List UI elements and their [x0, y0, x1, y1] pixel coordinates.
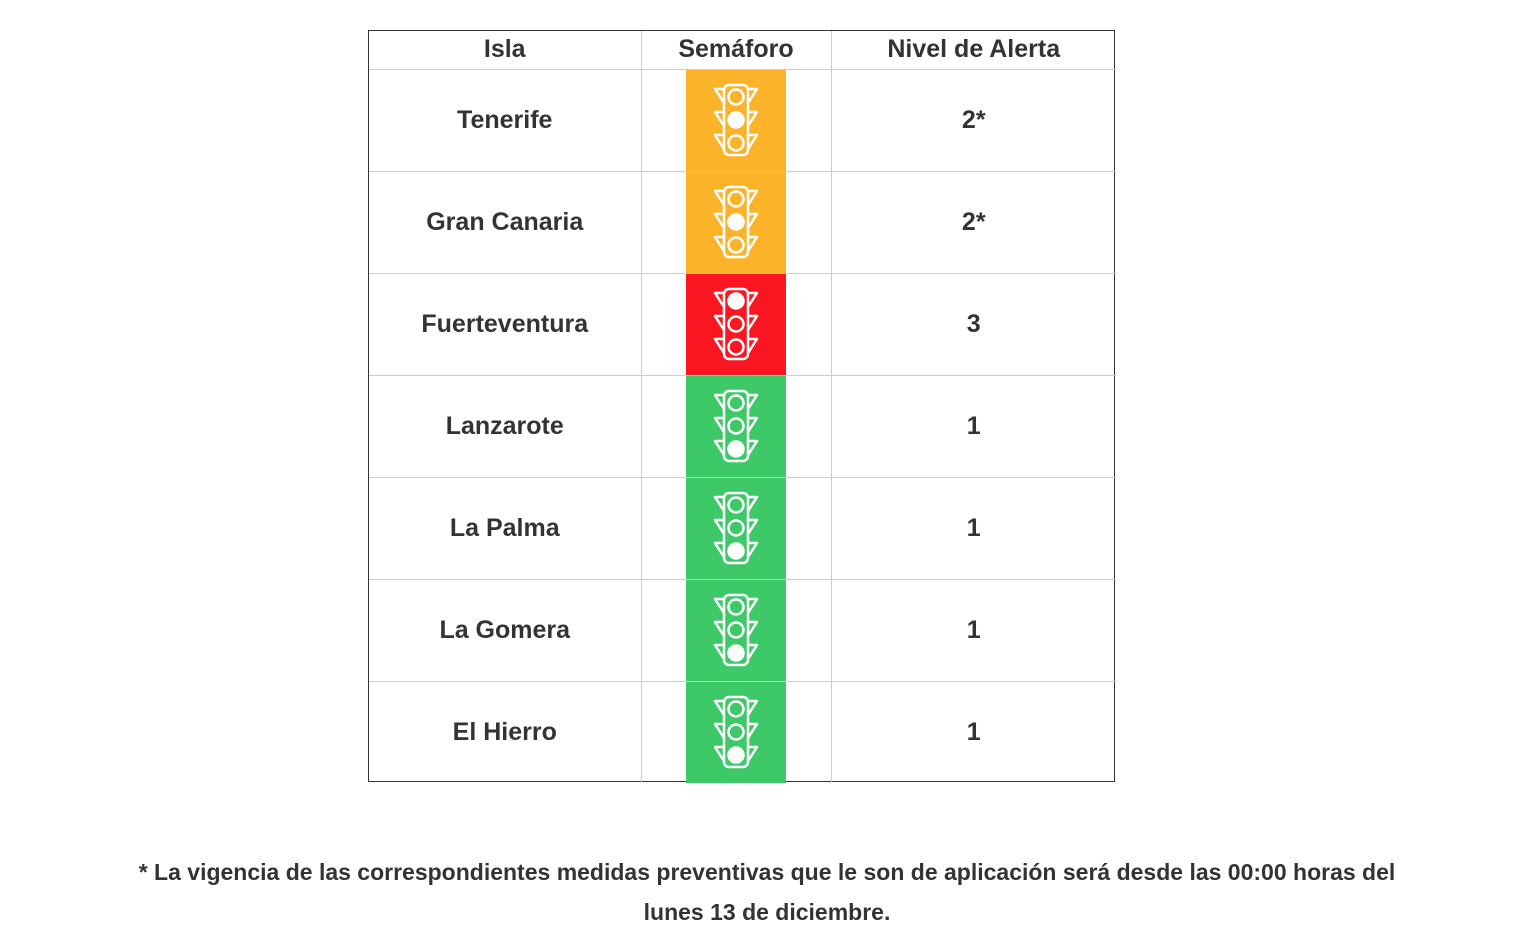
table-row: Fuerteventura 3: [369, 272, 1116, 376]
isla-cell: Tenerife: [369, 68, 642, 172]
nivel-alerta-cell: 1: [830, 476, 1116, 580]
traffic-light-icon: [713, 389, 759, 463]
semaforo-rojo-box: [686, 273, 786, 375]
semaforo-cell: [640, 170, 832, 274]
semaforo-cell: [640, 680, 832, 783]
table-row: El Hierro 1: [369, 680, 1116, 783]
traffic-light-icon: [713, 491, 759, 565]
semaforo-verde-box: [686, 681, 786, 783]
semaforo-cell: [640, 374, 832, 478]
nivel-alerta-cell: 2*: [830, 68, 1116, 172]
header-semaforo: Semáforo: [640, 31, 832, 70]
isla-cell: La Gomera: [369, 578, 642, 682]
nivel-alerta-cell: 2*: [830, 170, 1116, 274]
nivel-alerta-cell: 3: [830, 272, 1116, 376]
footnote: * La vigencia de las correspondientes me…: [20, 852, 1514, 932]
semaforo-amarillo-box: [686, 69, 786, 171]
isla-cell: El Hierro: [369, 680, 642, 783]
footnote-line-2: lunes 13 de diciembre.: [643, 899, 891, 925]
table-row: Gran Canaria 2*: [369, 170, 1116, 274]
semaforo-cell: [640, 68, 832, 172]
traffic-light-icon: [713, 593, 759, 667]
table-row: La Palma 1: [369, 476, 1116, 580]
footnote-line-1: * La vigencia de las correspondientes me…: [138, 859, 1396, 885]
alert-levels-table-container: Isla Semáforo Nivel de Alerta Tenerife 2*…: [368, 30, 1116, 783]
header-isla: Isla: [369, 31, 642, 70]
table-header-row: Isla Semáforo Nivel de Alerta: [369, 31, 1116, 70]
traffic-light-icon: [713, 695, 759, 769]
semaforo-amarillo-box: [686, 171, 786, 273]
traffic-light-icon: [713, 83, 759, 157]
semaforo-cell: [640, 272, 832, 376]
alert-levels-table: Isla Semáforo Nivel de Alerta Tenerife 2*…: [369, 31, 1116, 783]
semaforo-verde-box: [686, 477, 786, 579]
header-nivel-alerta: Nivel de Alerta: [830, 31, 1116, 70]
isla-cell: Fuerteventura: [369, 272, 642, 376]
nivel-alerta-cell: 1: [830, 578, 1116, 682]
nivel-alerta-cell: 1: [830, 374, 1116, 478]
nivel-alerta-cell: 1: [830, 680, 1116, 783]
isla-cell: Lanzarote: [369, 374, 642, 478]
semaforo-verde-box: [686, 579, 786, 681]
isla-cell: Gran Canaria: [369, 170, 642, 274]
semaforo-verde-box: [686, 375, 786, 477]
table-row: Lanzarote 1: [369, 374, 1116, 478]
traffic-light-icon: [713, 287, 759, 361]
semaforo-cell: [640, 578, 832, 682]
table-row: Tenerife 2*: [369, 68, 1116, 172]
isla-cell: La Palma: [369, 476, 642, 580]
table-row: La Gomera 1: [369, 578, 1116, 682]
semaforo-cell: [640, 476, 832, 580]
traffic-light-icon: [713, 185, 759, 259]
